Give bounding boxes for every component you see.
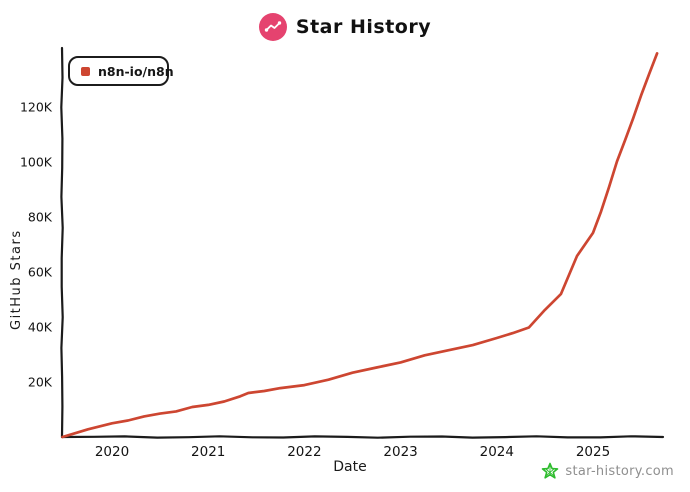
x-axis-line <box>60 435 665 439</box>
x-tick-label: 2024 <box>480 444 514 460</box>
green-star-icon <box>542 462 559 479</box>
legend-series-label: n8n-io/n8n <box>98 63 174 79</box>
y-tick-label: 60K <box>28 265 53 280</box>
y-tick-label: 20K <box>28 375 53 390</box>
x-tick-label: 2021 <box>191 444 225 460</box>
x-axis-title: Date <box>333 459 367 475</box>
series-line-n8n-io/n8n <box>61 52 659 439</box>
x-tick-label: 2022 <box>287 444 321 460</box>
legend-series-marker <box>81 66 90 76</box>
star-history-logo-icon <box>258 13 287 41</box>
y-tick-label: 100K <box>20 155 53 170</box>
page-title: Star History <box>295 16 432 38</box>
y-axis-line <box>60 46 64 439</box>
x-tick-label: 2023 <box>383 444 417 460</box>
line-chart-logo-glyph <box>264 21 282 32</box>
watermark: star-history.com <box>541 462 674 480</box>
legend: n8n-io/n8n <box>68 56 174 86</box>
y-tick-label: 80K <box>28 210 53 225</box>
y-tick-label: 120K <box>20 100 53 115</box>
y-tick-label: 40K <box>28 320 53 335</box>
x-tick-label: 2025 <box>576 444 610 460</box>
x-tick-label: 2020 <box>95 444 129 460</box>
y-axis-title: GitHub Stars <box>9 229 24 331</box>
watermark-text: star-history.com <box>565 463 674 479</box>
chart-header: Star History <box>0 13 690 41</box>
